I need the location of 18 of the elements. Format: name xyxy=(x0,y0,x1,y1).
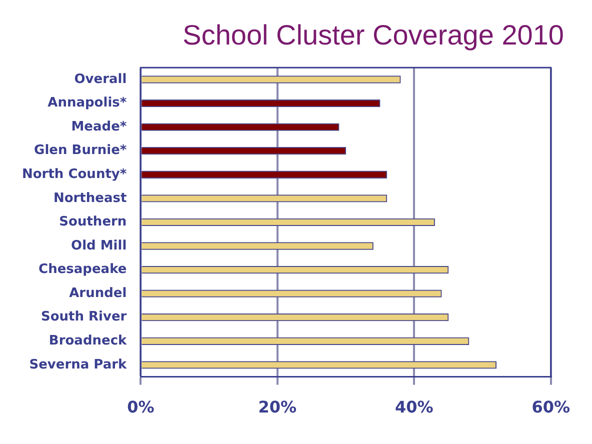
x-tick-label: 0% xyxy=(127,398,154,417)
y-tick-label: Northeast xyxy=(53,190,127,206)
y-tick-label: North County* xyxy=(22,167,127,182)
x-tick-label: 60% xyxy=(532,398,570,417)
chart-title: School Cluster Coverage 2010 xyxy=(182,20,564,51)
y-tick-label: Meade* xyxy=(71,119,127,134)
y-tick-label: Chesapeake xyxy=(38,262,127,278)
y-tick-label: Arundel xyxy=(69,286,127,301)
x-tick-label: 20% xyxy=(258,398,297,417)
y-tick-label: Southern xyxy=(59,214,127,230)
x-tick-label: 40% xyxy=(394,398,434,417)
y-tick-label: Glen Burnie* xyxy=(34,143,127,158)
y-tick-label: Broadneck xyxy=(48,334,128,348)
y-tick-label: Old Mill xyxy=(71,238,127,254)
y-tick-label: South River xyxy=(40,310,128,325)
y-tick-label: Severna Park xyxy=(29,357,128,372)
y-tick-label: Annapolis* xyxy=(48,96,127,111)
y-tick-label: Overall xyxy=(74,72,127,87)
